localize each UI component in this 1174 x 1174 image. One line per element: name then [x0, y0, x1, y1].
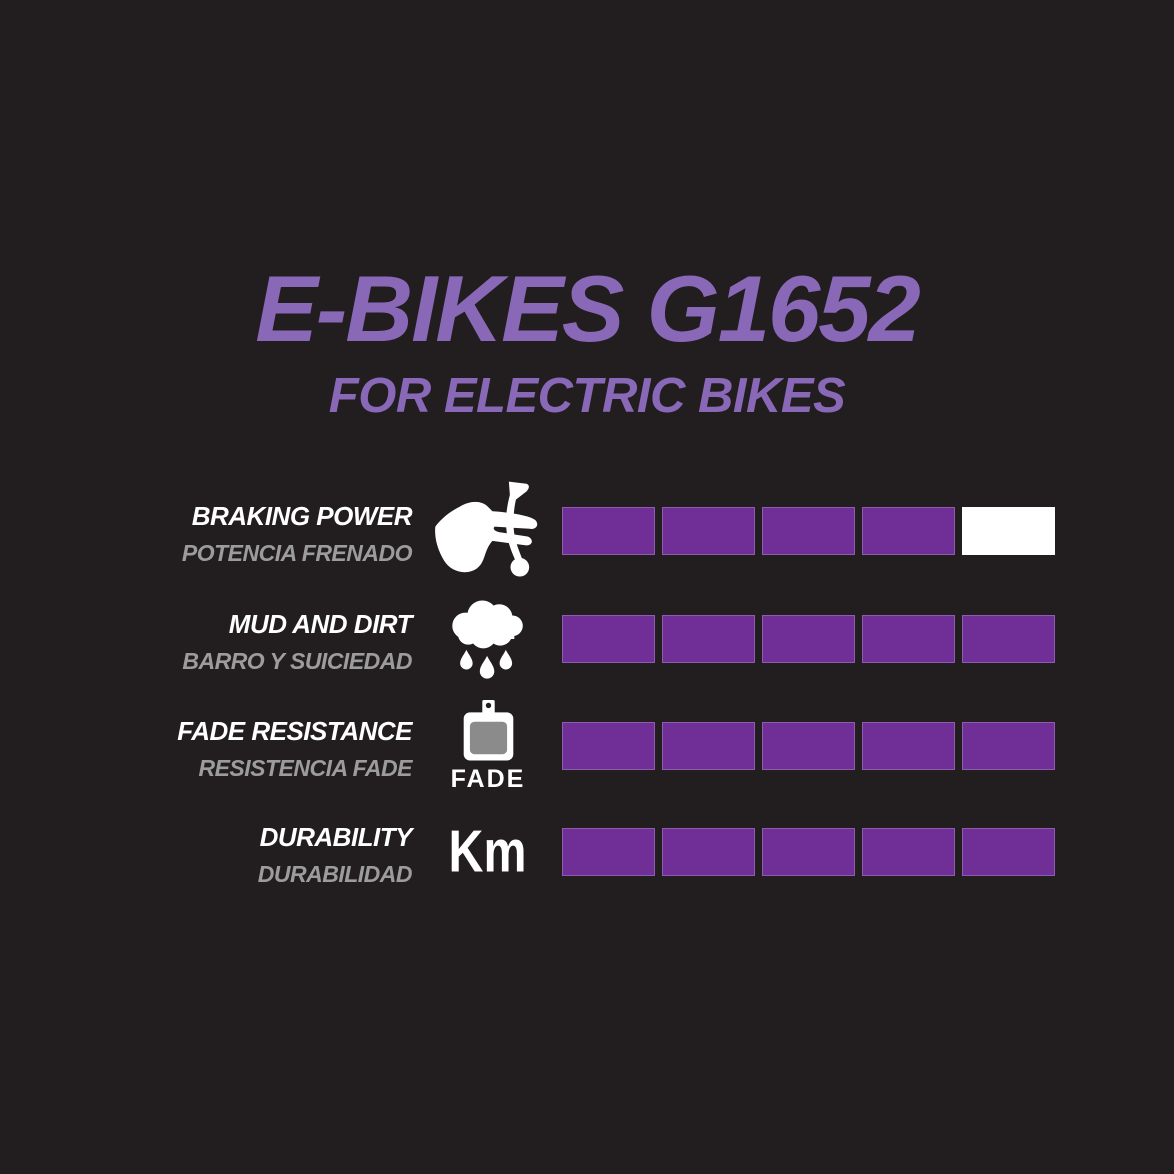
row-labels: MUD AND DIRT BARRO Y SUICIEDAD: [182, 608, 413, 674]
rating-bar-filled: [562, 828, 655, 876]
page-title: E-BIKES G1652: [255, 256, 921, 361]
rating-bar-filled: [962, 828, 1055, 876]
rating-bar-filled: [662, 507, 755, 555]
row-icon-box: Km: [424, 818, 552, 885]
rating-row: BRAKING POWER POTENCIA FRENADO: [0, 476, 1174, 586]
row-label-es: POTENCIA FRENADO: [181, 539, 413, 566]
row-icon-box: [424, 592, 552, 686]
rating-bar-filled: [762, 722, 855, 770]
row-label-es: DURABILIDAD: [257, 860, 413, 887]
rating-bar-filled: [562, 507, 655, 555]
rating-bar-filled: [762, 828, 855, 876]
page-subtitle: FOR ELECTRIC BIKES: [328, 369, 846, 423]
icon-caption: FADE: [450, 765, 526, 793]
row-label-en: MUD AND DIRT: [228, 608, 413, 639]
rating-row: DURABILITY DURABILIDAD Km: [0, 797, 1174, 907]
rating-bar-filled: [862, 828, 955, 876]
rain-cloud-icon: [452, 600, 523, 679]
rating-bar-empty: [962, 507, 1055, 555]
row-labels: DURABILITY DURABILIDAD: [257, 821, 413, 887]
row-labels: FADE RESISTANCE RESISTENCIA FADE: [177, 715, 412, 781]
rating-bar-filled: [562, 615, 655, 663]
rating-bars: [562, 615, 1055, 663]
km-icon: Km: [449, 818, 527, 885]
row-labels: BRAKING POWER POTENCIA FRENADO: [181, 500, 413, 566]
row-label-en: DURABILITY: [259, 821, 413, 852]
rating-bar-filled: [962, 722, 1055, 770]
rating-bar-filled: [662, 615, 755, 663]
rating-row: FADE RESISTANCE RESISTENCIA FADE FADE: [0, 691, 1174, 801]
rating-bar-filled: [862, 615, 955, 663]
rating-bars: [562, 828, 1055, 876]
rating-bar-filled: [862, 722, 955, 770]
rating-bar-filled: [762, 615, 855, 663]
row-label-en: BRAKING POWER: [191, 500, 413, 531]
rating-bar-filled: [762, 507, 855, 555]
rating-bar-filled: [862, 507, 955, 555]
rating-bar-filled: [662, 722, 755, 770]
rating-bar-filled: [662, 828, 755, 876]
row-icon-box: [424, 481, 552, 582]
rating-bar-filled: [562, 722, 655, 770]
rating-row: MUD AND DIRT BARRO Y SUICIEDAD: [0, 584, 1174, 694]
brake-pad-icon: [463, 700, 513, 761]
rating-bars: [562, 507, 1055, 555]
brake-lever-hand-icon: [435, 481, 538, 577]
rating-bars: [562, 722, 1055, 770]
rating-bar-filled: [962, 615, 1055, 663]
row-label-en: FADE RESISTANCE: [177, 715, 412, 746]
row-label-es: RESISTENCIA FADE: [198, 754, 412, 781]
row-icon-box: FADE: [424, 700, 552, 792]
row-label-es: BARRO Y SUICIEDAD: [182, 647, 412, 674]
